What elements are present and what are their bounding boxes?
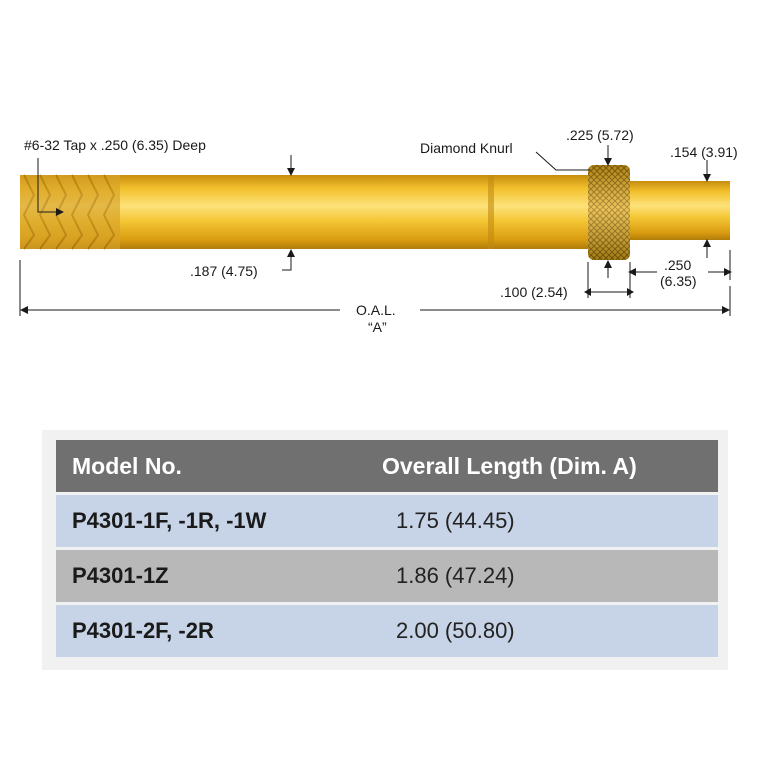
tip-length-label-2: (6.35) (660, 273, 697, 289)
body-dia-label: .187 (4.75) (190, 263, 258, 279)
header-model: Model No. (72, 452, 182, 479)
oal-label-a: “A” (368, 319, 387, 335)
table-header: Model No. Overall Length (Dim. A) (56, 440, 718, 492)
length-table: Model No. Overall Length (Dim. A) P4301-… (56, 440, 718, 657)
table-row: P4301-1F, -1R, -1W 1.75 (44.45) (56, 495, 718, 547)
row-length: 1.86 (47.24) (396, 563, 515, 588)
knurl-length-label: .100 (2.54) (500, 284, 568, 300)
oal-label: O.A.L. (356, 302, 396, 318)
tip-length-label-1: .250 (664, 257, 691, 273)
diamond-knurl (588, 165, 630, 260)
row-model: P4301-1F, -1R, -1W (72, 508, 267, 533)
knurl-width-label: .225 (5.72) (566, 127, 634, 143)
probe-drawing: #6-32 Tap x .250 (6.35) Deep Diamond Knu… (19, 127, 738, 335)
row-model: P4301-2F, -2R (72, 618, 214, 643)
table-row: P4301-2F, -2R 2.00 (50.80) (56, 605, 718, 657)
probe-groove (488, 175, 494, 249)
tip-dia-label: .154 (3.91) (670, 144, 738, 160)
probe-tip (630, 181, 730, 240)
row-model: P4301-1Z (72, 563, 169, 588)
row-length: 2.00 (50.80) (396, 618, 515, 643)
header-length: Overall Length (Dim. A) (382, 452, 637, 479)
tap-label: #6-32 Tap x .250 (6.35) Deep (24, 137, 206, 153)
row-length: 1.75 (44.45) (396, 508, 515, 533)
table-row: P4301-1Z 1.86 (47.24) (56, 550, 718, 602)
threaded-end (20, 174, 120, 250)
knurl-label: Diamond Knurl (420, 140, 513, 156)
